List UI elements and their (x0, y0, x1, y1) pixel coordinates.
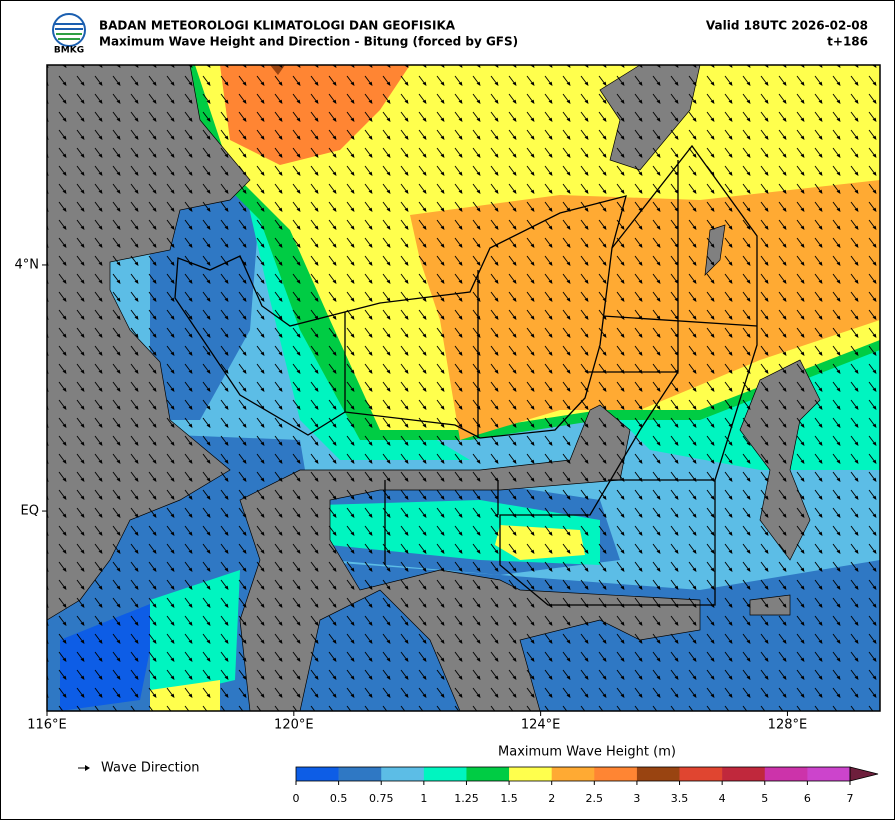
x-tick-label: 116°E (27, 718, 67, 733)
colorbar-tick-label: 1.25 (454, 792, 479, 805)
colorbar-title: Maximum Wave Height (m) (498, 745, 676, 760)
colorbar-bin (636, 767, 680, 781)
colorbar-bin (338, 767, 382, 781)
colorbar-tick-label: 3 (633, 792, 640, 805)
colorbar-tick-label: 6 (804, 792, 811, 805)
colorbar-tick-label: 3.5 (671, 792, 689, 805)
colorbar-tick-label: 1.5 (500, 792, 518, 805)
x-tick-label: 120°E (274, 718, 314, 733)
colorbar-bin (807, 767, 851, 781)
logo (52, 13, 86, 47)
product: Maximum Wave Height and Direction - Bitu… (99, 35, 518, 49)
legend-arrow-head (85, 765, 90, 771)
colorbar-tick-label: 2.5 (586, 792, 604, 805)
map (47, 65, 880, 711)
colorbar-tick-label: 2 (548, 792, 555, 805)
colorbar-tick-label: 7 (847, 792, 854, 805)
colorbar-bin (679, 767, 723, 781)
valid-time: Valid 18UTC 2026-02-08 (706, 19, 868, 33)
x-tick-label: 128°E (768, 718, 808, 733)
colorbar-bin (423, 767, 467, 781)
logo-text: BMKG (54, 46, 84, 56)
colorbar-tick-label: 1 (420, 792, 427, 805)
legend-label: Wave Direction (101, 761, 200, 776)
colorbar-bin (466, 767, 510, 781)
y-tick-label: 4°N (15, 257, 40, 272)
lead-time: t+186 (827, 35, 868, 49)
colorbar-tick-label: 0.5 (330, 792, 348, 805)
colorbar-tick-label: 0.75 (369, 792, 394, 805)
colorbar-bin (551, 767, 595, 781)
map-border (46, 64, 881, 712)
colorbar-border (295, 766, 851, 782)
colorbar-tick-label: 0 (293, 792, 300, 805)
colorbar-tick-label: 4 (719, 792, 726, 805)
colorbar-bin (594, 767, 638, 781)
colorbar-bin (509, 767, 552, 781)
colorbar-bin (381, 767, 425, 781)
y-tick-label: EQ (21, 504, 39, 519)
agency: BADAN METEOROLOGI KLIMATOLOGI DAN GEOFIS… (99, 19, 456, 33)
colorbar-bin (722, 767, 766, 781)
x-tick-label: 124°E (521, 718, 561, 733)
colorbar-tick-label: 5 (761, 792, 768, 805)
colorbar-bin (764, 767, 808, 781)
colorbar-bin (296, 767, 339, 781)
